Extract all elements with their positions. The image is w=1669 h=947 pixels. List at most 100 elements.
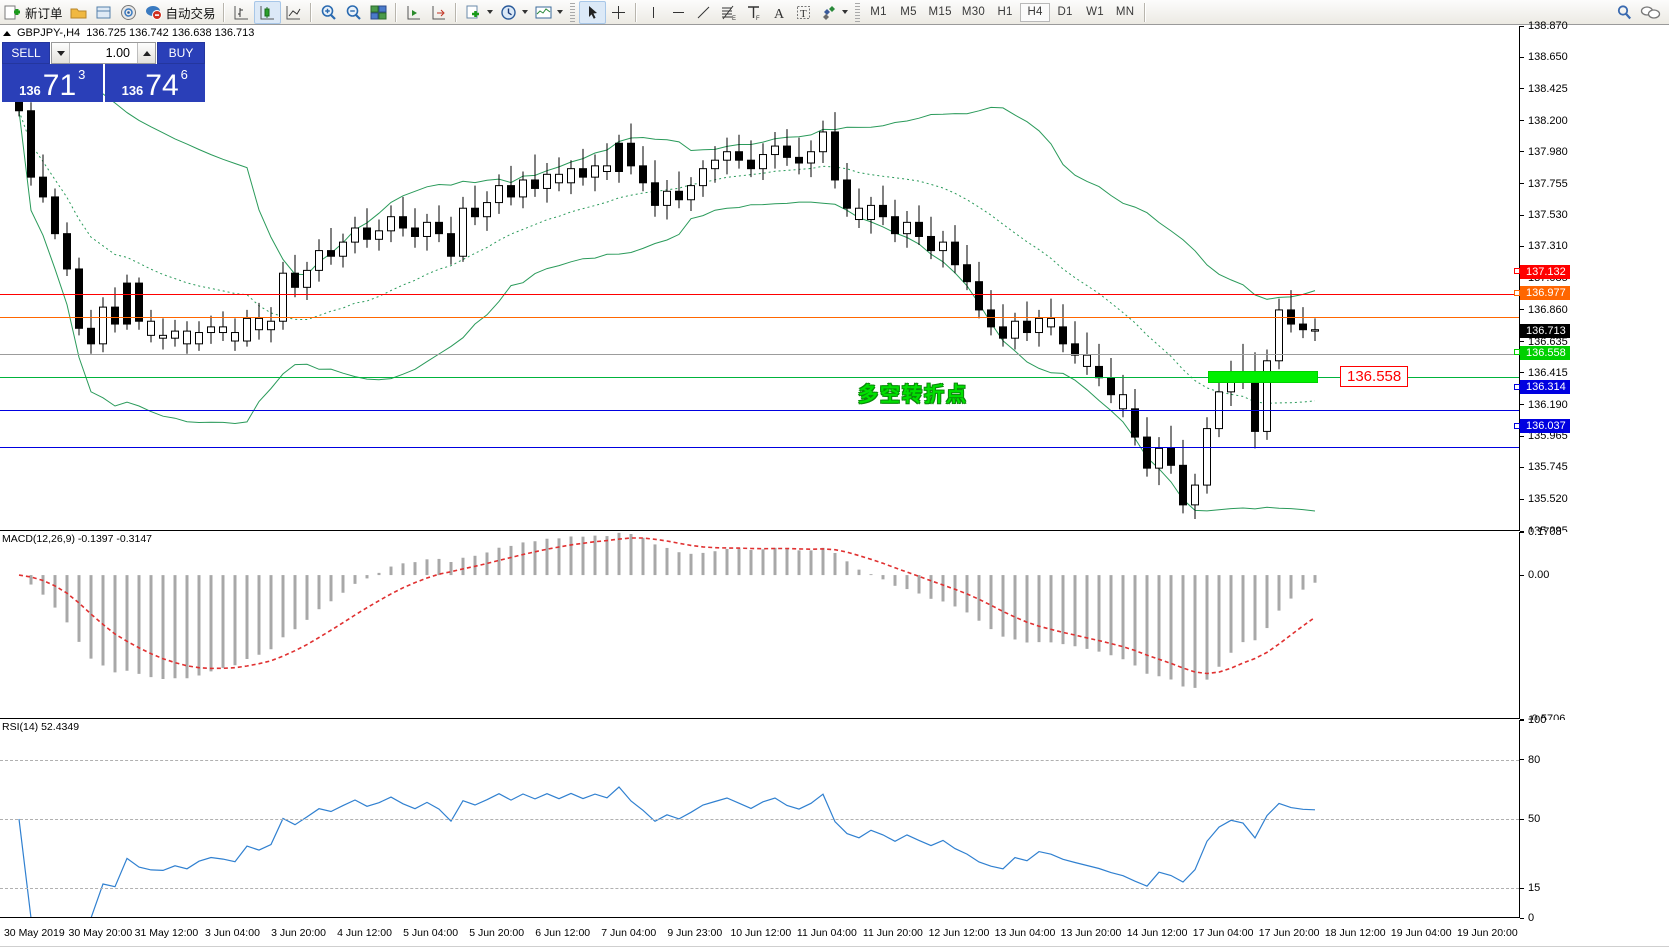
time-axis-label: 19 Jun 04:00 (1390, 927, 1452, 939)
search-icon[interactable] (1615, 3, 1634, 22)
timeframe-mn[interactable]: MN (1115, 6, 1135, 18)
timeframe-m15[interactable]: M15 (928, 6, 952, 18)
text-label-button[interactable]: A (766, 1, 791, 24)
signal-button[interactable] (116, 1, 141, 24)
macd-scale[interactable]: 0.1708 0.00 -0.5706 (1519, 526, 1669, 725)
new-order-button[interactable]: 新订单 (0, 1, 66, 24)
folder-icon (69, 3, 88, 22)
sell-price-display[interactable]: 136 71 3 (2, 64, 103, 102)
text-button[interactable]: F (741, 1, 766, 24)
objects-button[interactable] (531, 1, 566, 24)
zoom-in-button[interactable] (316, 1, 341, 24)
add-indicator-button[interactable] (461, 1, 496, 24)
rsi-tick: 0 (1520, 912, 1534, 924)
volume-stepper[interactable]: 1.00 (51, 42, 156, 64)
objects-caret-icon[interactable] (556, 10, 563, 14)
level-line-137132[interactable] (0, 294, 1519, 295)
macd-pane[interactable]: MACD(12,26,9) -0.1397 -0.3147 (0, 532, 1519, 719)
price-tick: 138.650 (1520, 51, 1568, 63)
horizontal-line-button[interactable] (666, 1, 691, 24)
time-axis-label: 13 Jun 04:00 (994, 927, 1056, 939)
time-axis-label: 11 Jun 20:00 (862, 927, 923, 939)
crosshair-icon (609, 3, 628, 22)
trade-panel-prices: 136 71 3 136 74 6 (2, 64, 205, 102)
price-level-badge[interactable]: 136.713 (1520, 323, 1570, 338)
price-level-badge[interactable]: 136.558 (1514, 345, 1570, 360)
level-line-current (0, 354, 1519, 355)
price-tag-136558[interactable]: 136.558 (1340, 366, 1409, 387)
signal-icon (119, 3, 138, 22)
folder-button[interactable] (66, 1, 91, 24)
price-tick: 135.520 (1520, 493, 1568, 505)
one-click-trading-panel[interactable]: SELL 1.00 BUY 136 71 3 136 74 6 (2, 42, 205, 102)
candlestick-chart-button[interactable] (253, 0, 281, 24)
volume-value[interactable]: 1.00 (105, 46, 130, 60)
collapse-triangle-icon[interactable] (3, 30, 11, 36)
shapes-button[interactable] (816, 1, 851, 24)
toolbar-separator-5 (634, 2, 637, 22)
price-scale[interactable]: 138.870 138.650 138.425 138.200 137.980 137.7… (1514, 20, 1669, 537)
support-zone-rectangle[interactable] (1208, 371, 1318, 383)
autotrading-icon (144, 3, 163, 22)
vertical-line-button[interactable] (641, 1, 666, 24)
chat-icon[interactable] (1640, 3, 1661, 22)
toolbar-grip[interactable] (569, 2, 575, 22)
svg-text:A: A (774, 7, 785, 22)
timeframe-m1[interactable]: M1 (870, 6, 887, 18)
volume-increase-button[interactable] (137, 43, 155, 63)
line-chart-button[interactable] (281, 1, 306, 24)
price-level-badge[interactable]: 136.314 (1514, 380, 1570, 395)
volume-decrease-button[interactable] (52, 43, 70, 63)
period-caret-icon[interactable] (521, 10, 528, 14)
horizontal-line-icon (669, 3, 688, 22)
rsi-level-line (0, 888, 1519, 890)
cursor-button[interactable] (578, 0, 606, 24)
time-axis-label: 11 Jun 04:00 (796, 927, 857, 939)
timeframe-h4[interactable]: H4 (1020, 2, 1051, 22)
zoom-out-button[interactable] (341, 1, 366, 24)
fibonacci-icon: E (719, 3, 738, 22)
tile-windows-button[interactable] (366, 1, 391, 24)
period-button[interactable] (496, 1, 531, 24)
shapes-caret-icon[interactable] (841, 10, 848, 14)
timeframe-m5[interactable]: M5 (900, 6, 917, 18)
add-indicator-caret-icon[interactable] (486, 10, 493, 14)
rsi-tick: 15 (1520, 882, 1540, 894)
timeframe-h1[interactable]: H1 (997, 6, 1013, 18)
fibonacci-button[interactable]: E (716, 1, 741, 24)
auto-scroll-button[interactable] (426, 1, 451, 24)
time-axis-label: 30 May 2019 (3, 927, 65, 939)
buy-button[interactable]: BUY (157, 42, 205, 64)
price-level-badge[interactable]: 136.037 (1514, 419, 1570, 434)
bar-chart-button[interactable] (229, 1, 254, 24)
price-level-badge[interactable]: 137.132 (1514, 264, 1570, 279)
price-tick: 138.200 (1520, 115, 1568, 127)
rsi-pane[interactable]: RSI(14) 52.4349 (0, 720, 1519, 918)
trendline-button[interactable] (691, 1, 716, 24)
level-line-136037[interactable] (0, 447, 1519, 448)
text-box-button[interactable]: T (791, 1, 816, 24)
toolbar-grip-2[interactable] (854, 2, 860, 22)
template-button[interactable] (91, 1, 116, 24)
timeframe-d1[interactable]: D1 (1057, 6, 1073, 18)
price-level-badge[interactable]: 136.977 (1514, 286, 1570, 301)
sell-button[interactable]: SELL (2, 42, 50, 64)
time-axis-label: 3 Jun 04:00 (205, 927, 260, 939)
rsi-scale[interactable]: 100 80 50 15 0 (1519, 714, 1669, 924)
timeframe-m30[interactable]: M30 (961, 6, 986, 18)
shift-chart-button[interactable] (401, 1, 426, 24)
level-line-136977[interactable] (0, 317, 1519, 318)
level-line-136314[interactable] (0, 410, 1519, 411)
crosshair-button[interactable] (606, 1, 631, 24)
buy-price-display[interactable]: 136 74 6 (104, 64, 205, 102)
rsi-tick: 100 (1520, 714, 1546, 726)
time-axis-label: 30 May 20:00 (68, 927, 133, 939)
level-line-136558[interactable] (0, 377, 1519, 378)
price-tick: 138.425 (1520, 83, 1568, 95)
trade-panel-top-row: SELL 1.00 BUY (2, 42, 205, 64)
time-axis[interactable]: 30 May 2019 30 May 20:00 31 May 12:00 3 Jun… (0, 919, 1519, 947)
autotrading-button[interactable]: 自动交易 (141, 1, 219, 24)
price-chart-pane[interactable]: 多空转折点 136.558 (0, 26, 1519, 531)
timeframe-w1[interactable]: W1 (1086, 6, 1105, 18)
auto-scroll-icon (429, 3, 448, 22)
